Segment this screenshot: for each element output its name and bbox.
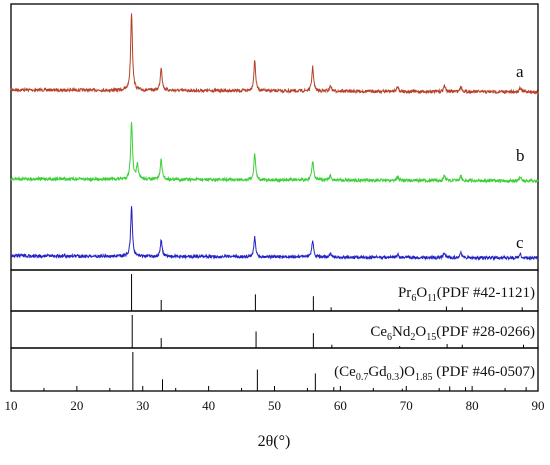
reference-1-label: Pr6O11(PDF #42-1121) <box>398 285 535 304</box>
x-tick-label-80: 80 <box>466 398 479 413</box>
x-tick-label-20: 20 <box>70 398 83 413</box>
pattern-a-line <box>10 13 539 96</box>
pattern-c-label: c <box>516 233 524 252</box>
x-tick-label-60: 60 <box>334 398 347 413</box>
pattern-panel-frame <box>10 3 539 271</box>
pattern-b-line <box>10 121 539 184</box>
x-tick-label-10: 10 <box>5 398 18 413</box>
x-tick-label-50: 50 <box>268 398 281 413</box>
x-tick-label-40: 40 <box>202 398 215 413</box>
x-tick-label-90: 90 <box>532 398 545 413</box>
reference-lines <box>131 274 527 391</box>
x-axis: 10 20 30 40 50 60 70 80 90 <box>5 386 545 413</box>
pattern-c-line <box>10 206 539 262</box>
reference-3-label: (Ce0.7Gd0.3)O1.85 (PDF #46-0507) <box>334 364 535 383</box>
x-axis-title: 2θ(°) <box>258 433 291 450</box>
pattern-a-label: a <box>516 62 524 81</box>
reference-labels: Pr6O11(PDF #42-1121) Ce6Nd2O15(PDF #28-02… <box>334 285 535 383</box>
reference-2-label: Ce6Nd2O15(PDF #28-0266) <box>370 324 535 343</box>
pattern-b-label: b <box>516 146 525 165</box>
x-tick-label-70: 70 <box>400 398 413 413</box>
x-tick-label-30: 30 <box>136 398 149 413</box>
pattern-traces <box>10 13 539 262</box>
pattern-labels: a b c <box>516 62 525 252</box>
